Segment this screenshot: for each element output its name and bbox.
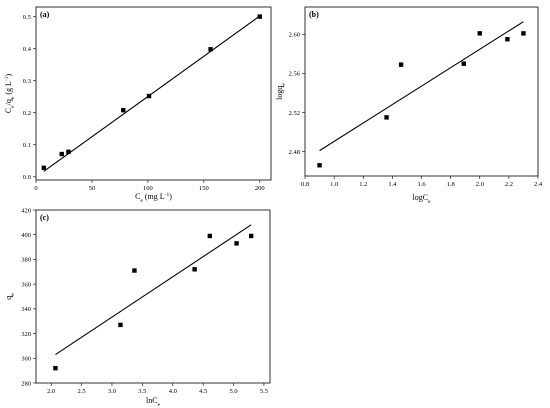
x-tick-label: 1.2 bbox=[359, 181, 367, 188]
x-axis-label: Ce (mg L-1) bbox=[135, 192, 172, 204]
x-tick-label: 2.0 bbox=[47, 388, 55, 395]
x-tick-label: 5.0 bbox=[229, 388, 237, 395]
x-tick-label: 1.0 bbox=[330, 181, 338, 188]
panel-b-freundlich: 0.8 1.0 1.2 1.4 1.6 1.8 2.0 2.2 2.4 2.48 2.52 2.56 2… bbox=[275, 6, 543, 205]
data-point bbox=[257, 14, 263, 19]
y-tick-label: 400 bbox=[21, 232, 31, 239]
y-tick-label: 0.2 bbox=[23, 110, 31, 117]
fit-line bbox=[55, 224, 252, 356]
data-point bbox=[118, 322, 123, 328]
y-tick-label: 2.52 bbox=[289, 110, 300, 117]
x-tick-label: 200 bbox=[255, 185, 265, 192]
panel-label: (a) bbox=[40, 10, 50, 19]
x-tick-label: 2.2 bbox=[505, 181, 513, 188]
plot-frame bbox=[304, 6, 539, 177]
data-point bbox=[384, 115, 389, 120]
x-tick-label: 3.0 bbox=[108, 388, 116, 395]
x-tick-label: 2.4 bbox=[534, 181, 543, 188]
data-point bbox=[59, 151, 64, 157]
x-tick-label: 0 bbox=[34, 185, 37, 192]
x-tick-label: 0.8 bbox=[301, 181, 309, 188]
data-point bbox=[505, 37, 510, 42]
x-tick-label: 50 bbox=[89, 185, 96, 192]
y-tick-label: 2.48 bbox=[289, 149, 300, 156]
data-point bbox=[461, 61, 466, 66]
y-axis-label: Ce/qe (g L-1) bbox=[4, 74, 16, 114]
x-tick-label: 2.5 bbox=[78, 388, 86, 395]
y-tick-label: 0.5 bbox=[23, 14, 31, 21]
data-point bbox=[66, 149, 71, 155]
y-tick-label: 0.4 bbox=[23, 46, 32, 53]
data-point bbox=[121, 107, 126, 113]
y-axis-label: qe bbox=[4, 293, 16, 300]
x-tick-label: 4.0 bbox=[169, 388, 177, 395]
y-tick-label: 380 bbox=[21, 257, 31, 264]
x-tick-label: 1.6 bbox=[417, 181, 426, 188]
panel-a-langmuir: 0 50 100 150 200 0.0 0.1 0.2 0.3 0.4 0.5 (a) Ce (mg … bbox=[4, 6, 272, 204]
plot-frame bbox=[35, 6, 272, 181]
panel-label: (c) bbox=[40, 213, 49, 222]
data-point bbox=[41, 165, 47, 171]
data-point bbox=[521, 31, 526, 36]
y-tick-label: 0.1 bbox=[23, 142, 31, 149]
data-point bbox=[53, 365, 58, 371]
data-point bbox=[317, 163, 322, 168]
y-tick-label: 300 bbox=[21, 356, 31, 363]
y-tick-label: 0.0 bbox=[23, 174, 31, 181]
fit-line bbox=[43, 15, 261, 172]
data-point bbox=[192, 267, 197, 272]
x-axis-label: lnCe bbox=[146, 396, 161, 408]
fit-line bbox=[319, 21, 524, 152]
y-tick-label: 360 bbox=[21, 281, 31, 288]
data-point bbox=[208, 47, 213, 52]
plot-frame bbox=[35, 209, 271, 384]
x-tick-label: 1.4 bbox=[388, 181, 397, 188]
panel-label: (b) bbox=[309, 10, 319, 19]
y-tick-label: 340 bbox=[21, 306, 31, 313]
y-tick-label: 320 bbox=[21, 331, 31, 338]
x-tick-label: 150 bbox=[199, 185, 209, 192]
x-axis-label: logCe bbox=[412, 193, 431, 205]
x-tick-label: 100 bbox=[143, 185, 153, 192]
x-tick-label: 2.0 bbox=[476, 181, 484, 188]
data-point bbox=[132, 268, 137, 273]
x-tick-label: 1.8 bbox=[447, 181, 455, 188]
x-tick-label: 3.5 bbox=[138, 388, 146, 395]
panel-c-temkin: 2.0 2.5 3.0 3.5 4.0 4.5 5.0 5.5 280 300 320 340 360 3… bbox=[4, 207, 271, 408]
y-axis-label: logqe bbox=[275, 83, 287, 100]
y-tick-label: 2.56 bbox=[289, 71, 301, 78]
data-point bbox=[146, 93, 152, 99]
x-tick-label: 5.5 bbox=[260, 388, 268, 395]
data-point bbox=[248, 233, 254, 239]
data-point bbox=[207, 233, 213, 239]
y-tick-label: 0.3 bbox=[23, 78, 31, 85]
data-point bbox=[398, 62, 404, 67]
data-point bbox=[234, 241, 239, 246]
y-tick-label: 420 bbox=[21, 207, 31, 214]
x-tick-label: 4.5 bbox=[199, 388, 207, 395]
y-tick-label: 2.60 bbox=[289, 32, 300, 39]
data-point bbox=[477, 31, 482, 36]
y-tick-label: 280 bbox=[21, 380, 31, 387]
